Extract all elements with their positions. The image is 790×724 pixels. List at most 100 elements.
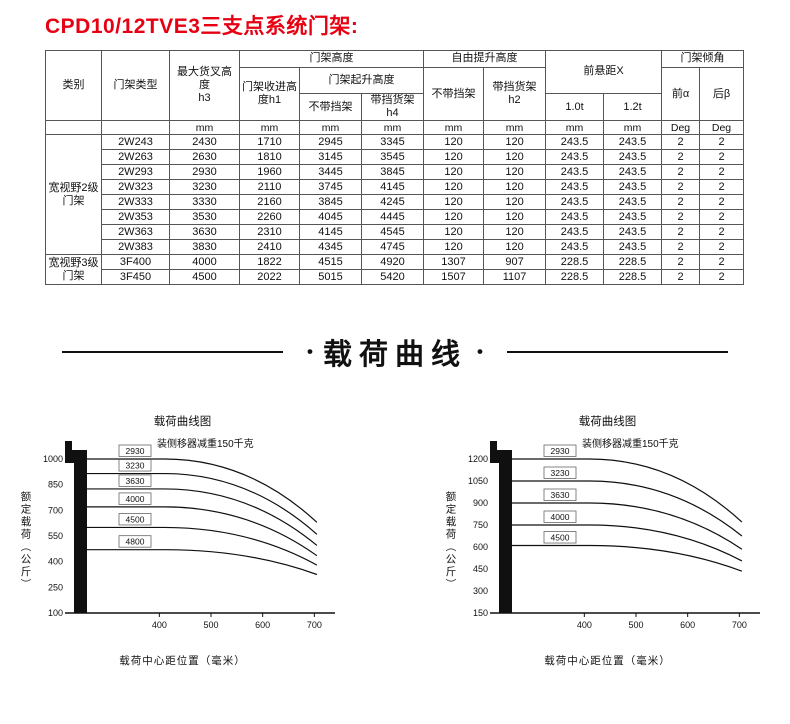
table-cell: 1960 [239, 164, 300, 181]
table-cell: 243.5 [603, 179, 663, 196]
table-cell: 2 [661, 224, 701, 241]
curve-label-box [118, 459, 151, 472]
header-h3: h3 [198, 92, 211, 105]
units-row: mm mm mm mm mm mm mm mm Deg Deg [45, 120, 745, 136]
mast-icon [64, 441, 72, 452]
table-cell: 4045 [299, 209, 362, 226]
table-cell: 2 [699, 134, 745, 151]
table-row: 2W323 3230 2110 3745 4145 120 120 243.5 243.5 2 2 [46, 179, 745, 196]
capacity-curve [511, 502, 742, 551]
curve-label: 3630 [125, 476, 144, 486]
table-cell: 4445 [360, 209, 425, 226]
load-chart-left: 载荷曲线图 额定载荷（公斤） 装侧移器减重150千克 1000 850 700 550 4… [0, 413, 369, 668]
curve-label: 3230 [125, 461, 144, 471]
x-axis-label: 载荷中心距位置（毫米） [544, 655, 671, 668]
table-cell: 228.5 [545, 254, 605, 271]
group-label: 宽视野2级门架 [45, 134, 102, 256]
table-cell: 120 [483, 149, 547, 166]
capacity-curve [86, 488, 317, 547]
y-tick-label: 1000 [42, 454, 62, 464]
curve-label-box [118, 513, 151, 526]
divider-line-right [506, 351, 729, 354]
header-free-lift: 自由提升高度 [423, 50, 547, 68]
y-tick-label: 1200 [467, 454, 487, 464]
header-mast-height: 门架高度 [238, 50, 425, 68]
table-cell: 3530 [169, 209, 240, 226]
chart-annotation: 装侧移器减重150千克 [157, 437, 254, 450]
table-cell: 228.5 [603, 254, 663, 271]
curve-label: 3630 [550, 490, 569, 500]
table-cell: 2 [699, 149, 745, 166]
curve-label: 4500 [125, 515, 144, 525]
unit-cell: mm [483, 120, 547, 136]
table-cell: 2 [699, 164, 745, 181]
table-cell: 4345 [299, 239, 362, 256]
x-tick-label: 700 [731, 620, 746, 630]
y-tick-label: 100 [47, 608, 62, 618]
table-cell: 4920 [360, 254, 425, 271]
header-mast-type: 门架类型 [101, 49, 170, 122]
table-cell: 4515 [299, 254, 362, 271]
table-cell: 4545 [360, 224, 425, 241]
curve-label: 4500 [550, 533, 569, 543]
chart-annotation: 装侧移器减重150千克 [582, 437, 679, 450]
table-cell: 3630 [169, 224, 240, 241]
section-title-text: 载荷曲线 [323, 339, 468, 372]
table-cell: 4145 [299, 224, 362, 241]
table-cell: 243.5 [545, 209, 605, 226]
table-cell: 2 [699, 209, 745, 226]
y-tick-label: 150 [472, 608, 487, 618]
load-curve-plot-right: 装侧移器减重150千克 1200 1050 900 750 600 450 300 150 293… [467, 437, 760, 630]
y-tick-label: 700 [47, 506, 62, 516]
curve-label-box [543, 488, 576, 502]
table-cell: 3745 [299, 179, 362, 196]
table-cell: 243.5 [545, 134, 605, 151]
group-label: 宽视野3级门架 [45, 254, 102, 286]
table-cell: 2022 [239, 269, 300, 286]
table-cell: 120 [483, 194, 547, 211]
header-retracted-height: 门架收进高度h1 [239, 66, 300, 122]
header-1-2t: 1.2t [603, 92, 663, 122]
table-cell: 120 [423, 179, 485, 196]
header-lift-with-text: 带挡货架 [370, 94, 415, 106]
curve-label-box [543, 466, 576, 480]
table-cell: 4145 [360, 179, 425, 196]
table-row: 2W383 3830 2410 4345 4745 120 120 243.5 243.5 2 2 [46, 239, 745, 256]
load-curve-plot-left: 装侧移器减重150千克 1000 850 700 550 400 250 100 2930 323… [42, 437, 335, 630]
table-cell: 243.5 [545, 164, 605, 181]
table-cell: 120 [483, 239, 547, 256]
table-cell: 243.5 [545, 239, 605, 256]
curve-label: 3230 [550, 468, 569, 478]
header-max-fork-height: 最大货叉高度 h3 [169, 49, 240, 122]
table-cell: 1307 [423, 254, 485, 271]
curve-label-box [118, 535, 151, 548]
header-h4: h4 [386, 107, 399, 120]
table-cell: 120 [483, 164, 547, 181]
table-cell: 4000 [169, 254, 240, 271]
capacity-curve [511, 545, 742, 573]
table-cell: 2 [661, 269, 701, 286]
table-cell: 2110 [239, 179, 300, 196]
table-cell: 120 [423, 194, 485, 211]
capacity-curve [86, 473, 317, 536]
table-row: 宽视野3级门架 3F400 4000 1822 4515 4920 1307 907 228.5… [45, 254, 745, 286]
table-cell: 2W383 [101, 239, 170, 256]
table-cell: 3230 [169, 179, 240, 196]
table-cell: 2 [661, 134, 701, 151]
table-cell: 3830 [169, 239, 240, 256]
mast-icon [489, 450, 512, 464]
table-cell: 3445 [299, 164, 362, 181]
table-cell: 120 [423, 239, 485, 256]
curve-label-box [543, 531, 576, 544]
bullet-right: • [477, 342, 483, 362]
table-cell: 2260 [239, 209, 300, 226]
table-cell: 1507 [423, 269, 485, 286]
table-cell: 2W263 [101, 149, 170, 166]
table-cell: 243.5 [603, 134, 663, 151]
header-front-overhang: 前悬距X [545, 50, 663, 94]
unit-cell: mm [360, 120, 425, 136]
capacity-curve [86, 506, 317, 557]
mast-icon [73, 463, 87, 614]
table-cell: 243.5 [603, 194, 663, 211]
curve-label: 2930 [125, 446, 144, 456]
